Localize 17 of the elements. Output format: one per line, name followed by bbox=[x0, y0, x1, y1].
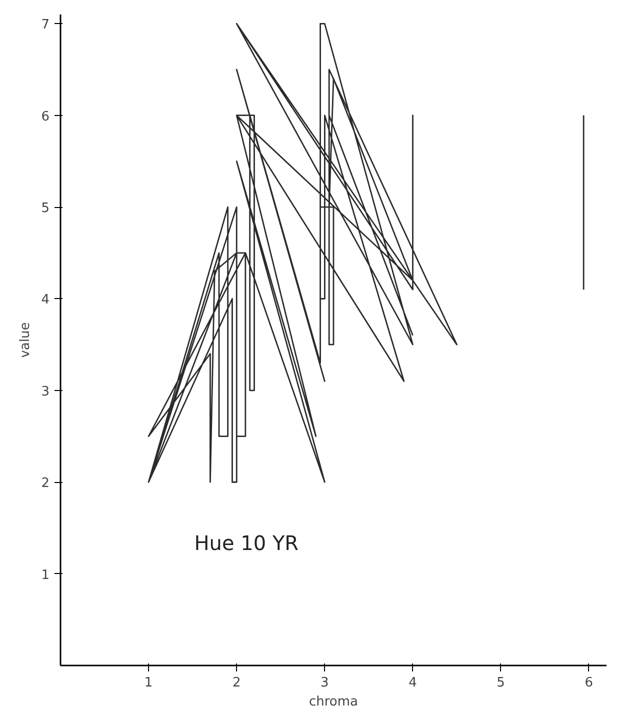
line-series bbox=[148, 22, 458, 483]
y-tick-label: 3 bbox=[41, 384, 50, 400]
x-tick-label: 6 bbox=[584, 676, 594, 690]
x-tick-label: 5 bbox=[496, 676, 505, 690]
y-tick-label: 5 bbox=[41, 201, 50, 216]
annotation: Hue 10 YR bbox=[194, 530, 299, 555]
y-tick-label: 6 bbox=[41, 109, 50, 124]
y-tick-label: 1 bbox=[41, 568, 50, 583]
x-tick-label: 4 bbox=[408, 676, 417, 690]
x-axis-title: chroma bbox=[308, 694, 358, 710]
x-tick-label: 3 bbox=[320, 676, 329, 690]
y-axis-title: value bbox=[18, 322, 34, 358]
x-tick-label: 1 bbox=[144, 676, 153, 690]
y-tick-label: 2 bbox=[41, 476, 50, 492]
x-tick-label: 2 bbox=[232, 676, 241, 690]
y-tick-label: 7 bbox=[41, 18, 50, 33]
y-tick-label: 4 bbox=[41, 292, 50, 308]
